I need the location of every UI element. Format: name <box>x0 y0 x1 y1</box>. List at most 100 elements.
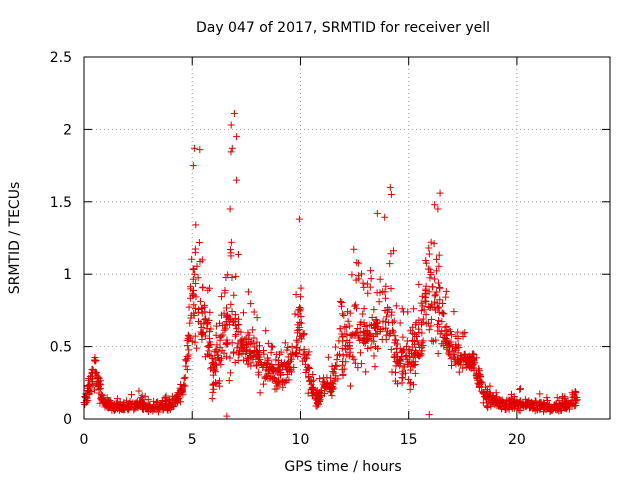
data-point <box>247 362 255 370</box>
data-point <box>228 308 236 316</box>
data-point <box>338 298 346 306</box>
data-point <box>486 392 494 400</box>
data-point <box>422 282 430 290</box>
data-point <box>435 303 443 311</box>
data-point <box>169 396 177 404</box>
data-point <box>203 319 211 327</box>
data-point <box>441 323 449 331</box>
data-point <box>180 381 188 389</box>
data-point <box>205 351 213 359</box>
data-point <box>431 275 439 283</box>
data-point <box>309 391 317 399</box>
data-point <box>235 351 243 359</box>
data-point <box>212 368 220 376</box>
data-point <box>363 322 371 330</box>
data-point <box>354 324 362 332</box>
data-point <box>417 299 425 307</box>
data-point <box>223 321 231 329</box>
data-point <box>226 315 234 323</box>
data-point <box>346 322 354 330</box>
data-point <box>207 365 215 373</box>
data-point <box>360 305 368 313</box>
data-point <box>367 267 375 275</box>
data-point <box>465 362 473 370</box>
data-point <box>181 382 189 390</box>
data-point <box>189 265 197 273</box>
data-point <box>280 360 288 368</box>
data-point <box>342 323 350 331</box>
data-point <box>195 239 203 247</box>
data-point <box>422 310 430 318</box>
data-point <box>219 331 227 339</box>
data-point <box>138 392 146 400</box>
data-point <box>512 402 520 410</box>
data-point <box>216 319 224 327</box>
data-point <box>182 362 190 370</box>
data-point <box>434 320 442 328</box>
data-point <box>261 373 269 381</box>
data-point <box>388 368 396 376</box>
data-point <box>198 305 206 313</box>
data-point <box>101 398 109 406</box>
data-point <box>234 315 242 323</box>
data-point <box>545 403 553 411</box>
data-point <box>363 329 371 337</box>
data-point <box>502 406 510 414</box>
data-point <box>382 331 390 339</box>
data-point <box>201 332 209 340</box>
data-point <box>275 366 283 374</box>
data-point <box>367 344 375 352</box>
data-point <box>392 302 400 310</box>
data-point <box>329 367 337 375</box>
data-point <box>128 391 136 399</box>
data-point <box>293 329 301 337</box>
data-point <box>439 310 447 318</box>
data-point <box>297 313 305 321</box>
data-point <box>425 244 433 252</box>
data-point <box>222 325 230 333</box>
data-point <box>190 291 198 299</box>
data-point <box>226 369 234 377</box>
data-point <box>202 315 210 323</box>
data-point <box>120 406 128 414</box>
data-point <box>346 345 354 353</box>
data-point <box>156 403 164 411</box>
data-point <box>227 121 235 129</box>
data-point <box>333 356 341 364</box>
data-point <box>390 317 398 325</box>
data-point <box>237 343 245 351</box>
data-point <box>447 331 455 339</box>
data-point <box>302 366 310 374</box>
data-point <box>338 361 346 369</box>
data-point <box>355 334 363 342</box>
data-point <box>339 337 347 345</box>
data-point <box>139 405 147 413</box>
data-point <box>559 393 567 401</box>
data-point <box>304 389 312 397</box>
data-point <box>540 405 548 413</box>
data-point <box>553 394 561 402</box>
data-point <box>413 332 421 340</box>
data-point <box>568 401 576 409</box>
data-point <box>255 371 263 379</box>
data-point <box>303 354 311 362</box>
data-point <box>400 363 408 371</box>
data-point <box>263 354 271 362</box>
data-point <box>239 338 247 346</box>
data-point <box>379 325 387 333</box>
data-point <box>371 363 379 371</box>
data-point <box>332 343 340 351</box>
data-point <box>407 366 415 374</box>
data-point <box>228 144 236 152</box>
data-point <box>382 294 390 302</box>
data-point <box>305 365 313 373</box>
data-point <box>278 378 286 386</box>
data-point <box>359 310 367 318</box>
data-point <box>403 355 411 363</box>
data-point <box>427 238 435 246</box>
data-point <box>387 250 395 258</box>
data-point <box>204 350 212 358</box>
data-point <box>189 275 197 283</box>
data-point <box>206 284 214 292</box>
data-point <box>406 385 414 393</box>
